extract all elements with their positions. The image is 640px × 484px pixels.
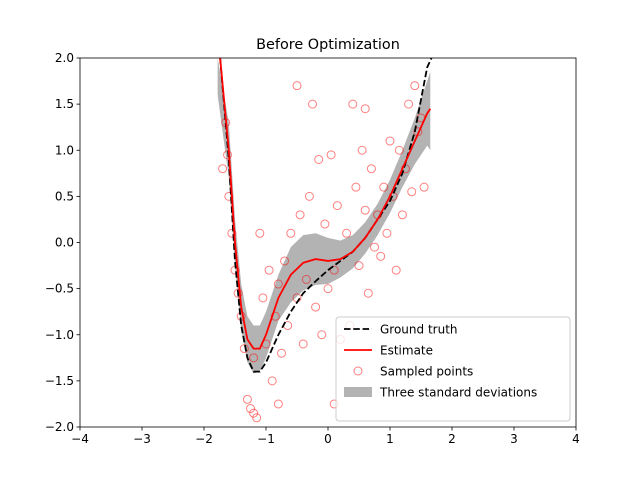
sample-point <box>273 279 283 289</box>
x-tick-label: 0 <box>324 432 332 446</box>
sample-point <box>242 394 252 404</box>
sample-point <box>249 408 259 418</box>
x-tick-label: −3 <box>133 432 151 446</box>
legend-patch <box>344 387 372 397</box>
sample-point <box>227 228 237 238</box>
sample-point <box>394 145 404 155</box>
sample-point <box>391 265 401 275</box>
sample-point <box>363 288 373 298</box>
sample-point <box>326 150 336 160</box>
sample-point <box>342 228 352 238</box>
x-tick-label: −4 <box>71 432 89 446</box>
sample-point <box>404 99 414 109</box>
x-tick-label: 4 <box>572 432 580 446</box>
y-tick-label: 2.0 <box>55 51 74 65</box>
sample-point <box>218 164 228 174</box>
sample-point <box>264 265 274 275</box>
legend-label: Estimate <box>380 344 433 358</box>
sample-point <box>255 228 265 238</box>
sample-point <box>370 242 379 252</box>
sample-point <box>277 348 286 358</box>
sample-point <box>298 339 308 349</box>
sample-point <box>286 228 296 238</box>
sample-point <box>239 344 249 354</box>
sample-point <box>385 136 395 146</box>
sample-point <box>332 201 342 211</box>
y-tick-label: −1.0 <box>45 328 74 342</box>
y-tick-label: 0.0 <box>55 236 74 250</box>
sample-point <box>354 261 364 271</box>
legend-label: Ground truth <box>380 323 458 337</box>
sample-point <box>379 182 389 192</box>
sample-point <box>351 182 361 192</box>
sample-point <box>304 191 314 201</box>
sample-point <box>382 228 392 238</box>
sample-point <box>233 288 243 298</box>
sample-point <box>329 265 339 275</box>
sample-point <box>308 99 317 109</box>
chart-title: Before Optimization <box>256 37 400 53</box>
sample-point <box>301 274 311 284</box>
y-tick-label: −1.5 <box>45 374 74 388</box>
x-tick-label: 2 <box>448 432 456 446</box>
y-tick-label: 0.5 <box>55 189 74 203</box>
y-tick-label: −0.5 <box>45 282 74 296</box>
sample-point <box>246 404 255 414</box>
sample-point <box>360 205 370 215</box>
legend-marker <box>353 366 363 376</box>
legend-label: Sampled points <box>380 365 473 379</box>
sample-point <box>323 284 333 294</box>
plot-area <box>217 58 433 423</box>
sample-point <box>249 353 259 363</box>
sample-point <box>317 330 327 340</box>
x-tick-label: −2 <box>195 432 213 446</box>
sample-point <box>267 376 277 386</box>
sample-point <box>407 187 417 197</box>
sample-point <box>376 251 386 261</box>
legend-box <box>335 316 571 422</box>
sample-point <box>360 104 370 114</box>
sample-point <box>252 413 262 423</box>
sample-point <box>419 182 429 192</box>
sample-point <box>273 399 283 409</box>
x-tick-label: 1 <box>386 432 394 446</box>
sample-point <box>314 154 324 164</box>
line <box>219 58 433 373</box>
sample-point <box>397 210 407 220</box>
std-band <box>217 58 431 374</box>
sample-point <box>320 219 330 229</box>
legend-label: Three standard deviations <box>379 386 537 400</box>
line <box>219 58 432 350</box>
y-tick-label: 1.5 <box>55 97 74 111</box>
x-tick-label: −1 <box>257 432 275 446</box>
sample-point <box>348 99 358 109</box>
sample-point <box>280 256 290 266</box>
sample-point <box>258 293 268 303</box>
sample-point <box>295 210 305 220</box>
sample-point <box>366 164 376 174</box>
sample-point <box>357 145 367 155</box>
sample-point <box>292 81 302 91</box>
x-tick-label: 3 <box>510 432 518 446</box>
sample-point <box>410 81 420 91</box>
sample-point <box>311 302 321 312</box>
y-tick-label: 1.0 <box>55 143 74 157</box>
y-tick-label: −2.0 <box>45 420 74 434</box>
